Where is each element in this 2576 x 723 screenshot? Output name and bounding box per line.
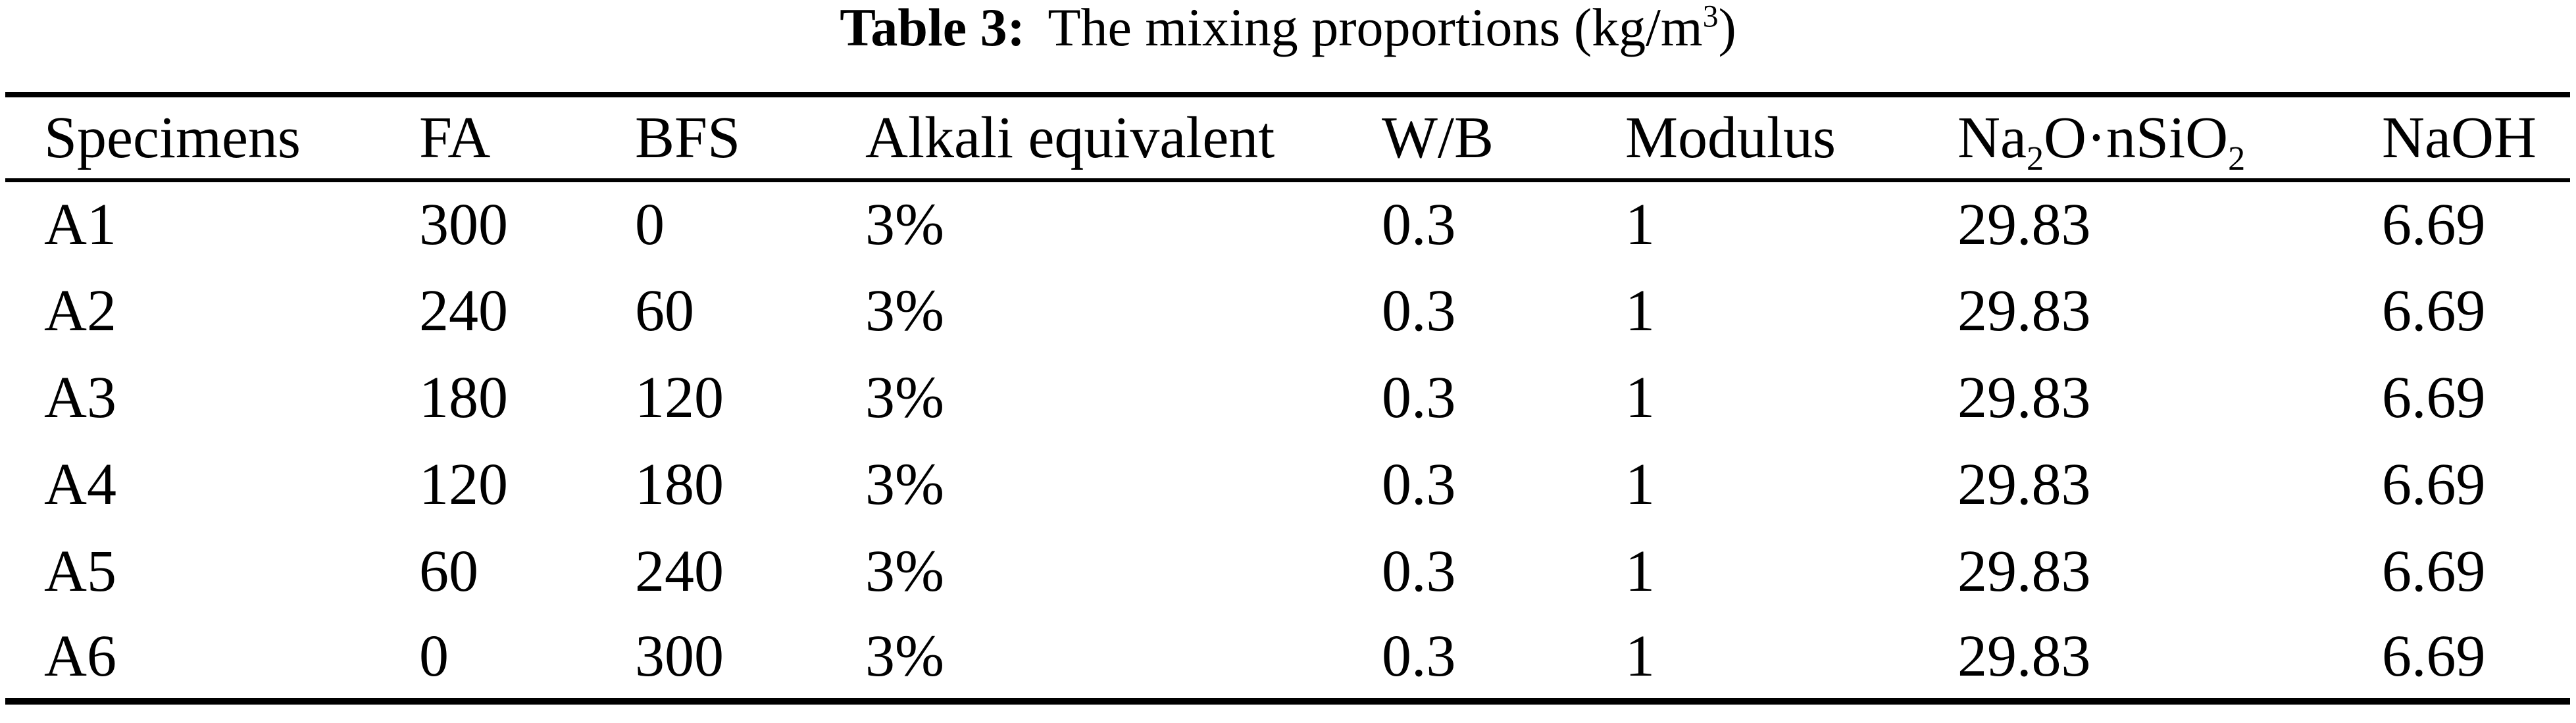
table-cell: 240	[635, 538, 724, 604]
table-cell: 300	[419, 192, 508, 257]
table-cell: 0.3	[1382, 451, 1456, 517]
table-cell: 1	[1625, 192, 1655, 257]
column-header: Modulus	[1586, 95, 1919, 180]
table-cell: 0.3	[1382, 624, 1456, 689]
table-row: A4 120 180 3% 0.3 1 29.83 6.69	[5, 441, 2570, 528]
table-cell: 240	[419, 278, 508, 343]
table-cell: 1	[1625, 538, 1655, 604]
column-header-text: 2	[2026, 139, 2044, 178]
column-header-text: O·nSiO	[2044, 105, 2229, 170]
column-header: FA	[380, 95, 596, 180]
table-cell: 6.69	[2382, 192, 2486, 257]
table-cell: 1	[1625, 624, 1655, 689]
table-row: A1 300 0 3% 0.3 1 29.83 6.69	[5, 180, 2570, 267]
table-cell: 3%	[865, 624, 944, 689]
table-cell: 180	[635, 451, 724, 517]
column-header-text: Specimens	[44, 105, 301, 170]
table-cell: A6	[44, 624, 116, 689]
table-cell: 29.83	[1957, 451, 2091, 517]
column-header-text: NaOH	[2382, 105, 2537, 170]
column-header: BFS	[596, 95, 826, 180]
mixing-proportions-table: Specimens FA BFS Alkali equivalent W/B Modulu…	[5, 92, 2570, 705]
column-header-text: 2	[2228, 139, 2246, 178]
column-header-text: Modulus	[1625, 105, 1836, 170]
table-cell: A3	[44, 364, 116, 430]
table-cell: 1	[1625, 451, 1655, 517]
table-cell: 3%	[865, 364, 944, 430]
table-cell: 29.83	[1957, 192, 2091, 257]
column-header: NaOH	[2343, 95, 2570, 180]
table-cell: 0	[419, 624, 449, 689]
table-cell: 0.3	[1382, 278, 1456, 343]
table-cell: A5	[44, 538, 116, 604]
column-header-text: Alkali equivalent	[865, 105, 1275, 170]
table-cell: 1	[1625, 278, 1655, 343]
table-cell: 29.83	[1957, 278, 2091, 343]
column-header: Alkali equivalent	[826, 95, 1343, 180]
table-cell: 29.83	[1957, 364, 2091, 430]
table-cell: 29.83	[1957, 624, 2091, 689]
table-cell: 60	[635, 278, 694, 343]
table-row: A6 0 300 3% 0.3 1 29.83 6.69	[5, 614, 2570, 701]
table-cell: A1	[44, 192, 116, 257]
column-header-text: Na	[1957, 105, 2027, 170]
table-caption: Table 3: The mixing proportions (kg/m3)	[0, 0, 2576, 59]
table-cell: 60	[419, 538, 478, 604]
header-row: Specimens FA BFS Alkali equivalent W/B Modulu…	[5, 95, 2570, 180]
table-cell: 1	[1625, 364, 1655, 430]
table-row: A5 60 240 3% 0.3 1 29.83 6.69	[5, 528, 2570, 614]
table-cell: 6.69	[2382, 538, 2486, 604]
table-caption-segment: )	[1718, 0, 1736, 57]
table-body: A1 300 0 3% 0.3 1 29.83 6.69 A2 240 60 3% 0.3 1 29.83 6…	[5, 180, 2570, 701]
table-cell: 0	[635, 192, 665, 257]
table-cell: 6.69	[2382, 624, 2486, 689]
column-header-text: FA	[419, 105, 491, 170]
table-row: A2 240 60 3% 0.3 1 29.83 6.69	[5, 267, 2570, 354]
table-cell: 300	[635, 624, 724, 689]
table-cell: 29.83	[1957, 538, 2091, 604]
table-cell: 3%	[865, 451, 944, 517]
table-cell: 6.69	[2382, 451, 2486, 517]
column-header: Specimens	[5, 95, 380, 180]
table-row: A3 180 120 3% 0.3 1 29.83 6.69	[5, 354, 2570, 441]
table-caption-segment: Table 3:	[840, 0, 1025, 57]
table-caption-segment: The mixing proportions (kg/m	[1048, 0, 1703, 57]
column-header-text: BFS	[635, 105, 741, 170]
table-cell: 3%	[865, 192, 944, 257]
table-cell: 120	[419, 451, 508, 517]
table-cell: 3%	[865, 538, 944, 604]
table-cell: A2	[44, 278, 116, 343]
table-cell: 0.3	[1382, 538, 1456, 604]
column-header: W/B	[1343, 95, 1586, 180]
table-cell: 180	[419, 364, 508, 430]
table-cell: 3%	[865, 278, 944, 343]
table-cell: 6.69	[2382, 278, 2486, 343]
table-cell: 120	[635, 364, 724, 430]
table-cell: A4	[44, 451, 116, 517]
table-cell: 0.3	[1382, 364, 1456, 430]
table-cell: 6.69	[2382, 364, 2486, 430]
column-header-text: W/B	[1382, 105, 1494, 170]
column-header: Na2O·nSiO2	[1919, 95, 2343, 180]
table-caption-segment: 3	[1702, 0, 1719, 34]
table-cell: 0.3	[1382, 192, 1456, 257]
